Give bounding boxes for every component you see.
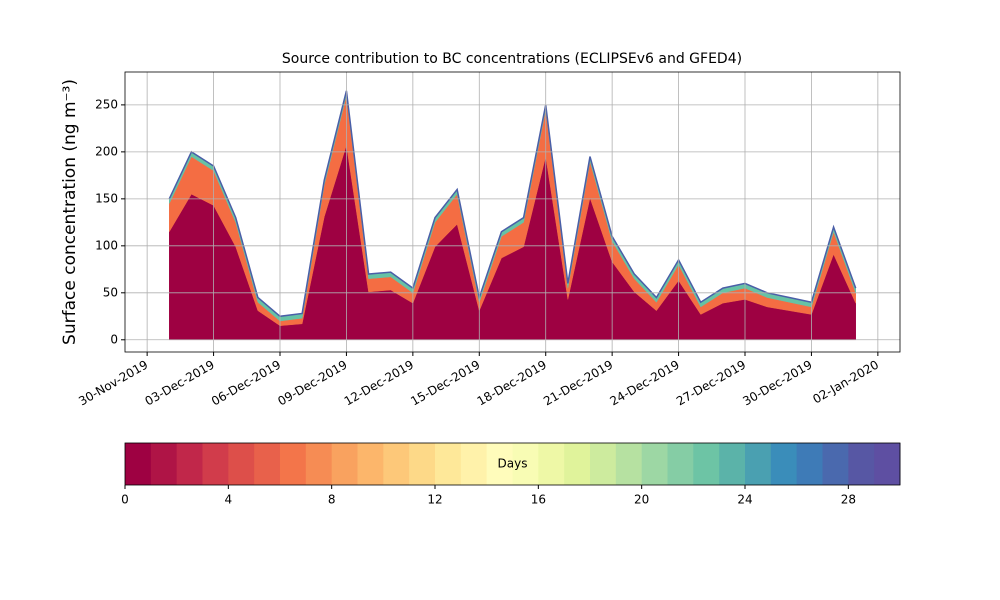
colorbar-swatch [641, 443, 668, 485]
colorbar-swatch [796, 443, 823, 485]
colorbar-tick-label: 16 [531, 493, 546, 507]
colorbar-swatch [745, 443, 772, 485]
colorbar-swatch [435, 443, 462, 485]
colorbar-swatch [512, 443, 539, 485]
colorbar-swatch [590, 443, 617, 485]
colorbar-swatch [331, 443, 358, 485]
colorbar-tick-label: 28 [841, 493, 856, 507]
colorbar-swatch [615, 443, 643, 485]
colorbar-tick-label: 24 [737, 493, 752, 507]
colorbar-swatch [693, 443, 720, 485]
colorbar-swatch [357, 443, 384, 485]
colorbar-tick-label: 4 [225, 493, 233, 507]
colorbar-swatch [538, 443, 565, 485]
colorbar-tick-label: 0 [121, 493, 129, 507]
total-outline [168, 90, 857, 318]
colorbar-swatch [176, 443, 203, 485]
plot-frame [124, 71, 901, 353]
colorbar-tick-label: 8 [328, 493, 336, 507]
x-tick-label: 09-Dec-2019 [275, 358, 349, 409]
y-tick-label: 0 [110, 332, 118, 346]
x-tick-label: 30-Dec-2019 [740, 358, 814, 409]
colorbar-swatch [564, 443, 591, 485]
x-tick-label: 30-Nov-2019 [76, 358, 150, 409]
y-tick-label: 50 [103, 285, 118, 299]
y-tick-label: 250 [95, 97, 118, 111]
colorbar-swatch [409, 443, 436, 485]
y-tick-label: 100 [95, 238, 118, 252]
colorbar-swatch [280, 443, 307, 485]
chart-title: Source contribution to BC concentrations… [282, 51, 742, 67]
x-tick-label: 21-Dec-2019 [541, 358, 615, 409]
y-axis-label: Surface concentration (ng m⁻³) [60, 79, 80, 345]
colorbar-swatch [848, 443, 875, 485]
y-tick-label: 150 [95, 191, 118, 205]
x-tick-label: 24-Dec-2019 [608, 358, 682, 409]
colorbar-swatch [667, 443, 694, 485]
colorbar-tick-label: 12 [427, 493, 442, 507]
x-tick-label: 03-Dec-2019 [143, 358, 217, 409]
colorbar-swatch [719, 443, 746, 485]
colorbar-swatch [202, 443, 229, 485]
colorbar-label: Days [498, 457, 528, 471]
colorbar-swatch [150, 443, 178, 485]
colorbar-swatch [822, 443, 849, 485]
colorbar-swatch [305, 443, 333, 485]
colorbar-swatch [874, 443, 901, 485]
x-tick-label: 12-Dec-2019 [342, 358, 416, 409]
x-tick-label: 27-Dec-2019 [674, 358, 748, 409]
x-tick-label: 15-Dec-2019 [408, 358, 482, 409]
x-tick-label: 06-Dec-2019 [209, 358, 283, 409]
colorbar-swatch [770, 443, 798, 485]
x-tick-label: 02-Jan-2020 [810, 358, 881, 407]
colorbar-tick-label: 20 [634, 493, 649, 507]
colorbar-swatch [228, 443, 255, 485]
y-tick-label: 200 [95, 144, 118, 158]
x-tick-label: 18-Dec-2019 [475, 358, 549, 409]
colorbar-swatch [486, 443, 513, 485]
colorbar-swatch [383, 443, 410, 485]
colorbar-swatch [125, 443, 152, 485]
colorbar-swatch [254, 443, 281, 485]
colorbar-frame [124, 442, 901, 486]
colorbar-swatch [460, 443, 488, 485]
